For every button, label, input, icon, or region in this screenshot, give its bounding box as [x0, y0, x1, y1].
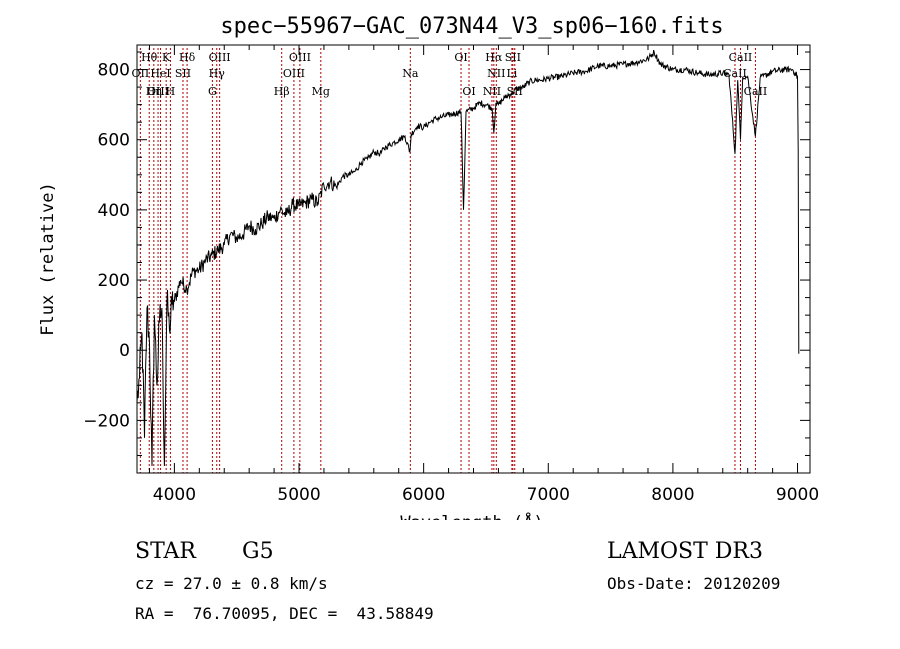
- x-axis: 4000 5000 6000 7000 8000 9000: [148, 45, 819, 505]
- line-label-h: H: [166, 85, 176, 98]
- x-axis-label: Wavelength (Å): [400, 511, 543, 520]
- spectrum-series-line: [136, 49, 800, 467]
- x-tick-label: 7000: [527, 485, 570, 505]
- chart-title: spec−55967−GAC_073N44_V3_sp06−160.fits: [220, 14, 723, 39]
- survey-name: LAMOST DR3: [607, 539, 763, 564]
- line-label-oiii: OIII: [209, 51, 231, 64]
- line-label-na: Na: [402, 67, 419, 80]
- redshift-value: cz = 27.0 ± 0.8 km/s: [135, 574, 328, 593]
- y-tick-label: 600: [98, 131, 130, 151]
- coordinates: RA = 76.70095, DEC = 43.58849: [135, 604, 434, 623]
- y-tick-label: 200: [98, 271, 130, 291]
- object-class: STAR: [135, 539, 196, 564]
- x-tick-label: 6000: [402, 485, 445, 505]
- spectral-line-labels: Hθ OII OIII K HeI Hη SII H Hδ OIII Hγ G Hβ OIII OIII Mg…: [132, 51, 768, 98]
- line-label-sii: SII: [505, 51, 521, 64]
- spectrum-chart: spec−55967−GAC_073N44_V3_sp06−160.fits H…: [38, 14, 819, 520]
- line-label-sii: SII: [175, 67, 191, 80]
- x-tick-label: 5000: [277, 485, 320, 505]
- y-axis-label: Flux (relative): [38, 182, 58, 336]
- spectral-line-markers: [139, 48, 756, 473]
- line-label-hγ: Hγ: [209, 67, 226, 80]
- x-tick-label: 9000: [776, 485, 819, 505]
- line-label-nii: NII: [487, 67, 505, 80]
- observation-date: Obs-Date: 20120209: [607, 574, 781, 593]
- y-tick-label: 400: [98, 201, 130, 221]
- x-tick-label: 8000: [651, 485, 694, 505]
- line-label-oiii: OIII: [283, 67, 305, 80]
- y-axis: −200 0 200 400 600 800: [83, 51, 810, 456]
- line-label-oiii: OIII: [147, 85, 169, 98]
- line-label-oi: OI: [462, 85, 475, 98]
- line-label-hη: Hη: [146, 85, 162, 98]
- y-tick-label: 800: [98, 61, 130, 81]
- line-label-hα: Hα: [485, 51, 503, 64]
- line-label-hβ: Hβ: [274, 85, 290, 98]
- line-label-mg: Mg: [312, 85, 330, 98]
- line-label-nii: NII: [483, 85, 501, 98]
- line-label-caii: CaII: [729, 51, 753, 64]
- line-label-oiii: OIII: [289, 51, 311, 64]
- y-tick-label: −200: [83, 411, 130, 431]
- line-label-hei: HeI: [150, 67, 170, 80]
- line-label-caii: CaII: [744, 85, 768, 98]
- line-label-oi: OI: [454, 51, 467, 64]
- line-label-hδ: Hδ: [179, 51, 196, 64]
- line-label-g: G: [208, 85, 217, 98]
- object-subclass: G5: [242, 539, 274, 564]
- line-label-k: K: [162, 51, 171, 64]
- line-label-li: Li: [506, 67, 517, 80]
- plot-frame: [136, 44, 811, 474]
- x-tick-label: 4000: [153, 485, 196, 505]
- y-tick-label: 0: [119, 341, 130, 361]
- line-label-oii: OII: [132, 67, 150, 80]
- line-label-hθ: Hθ: [141, 51, 158, 64]
